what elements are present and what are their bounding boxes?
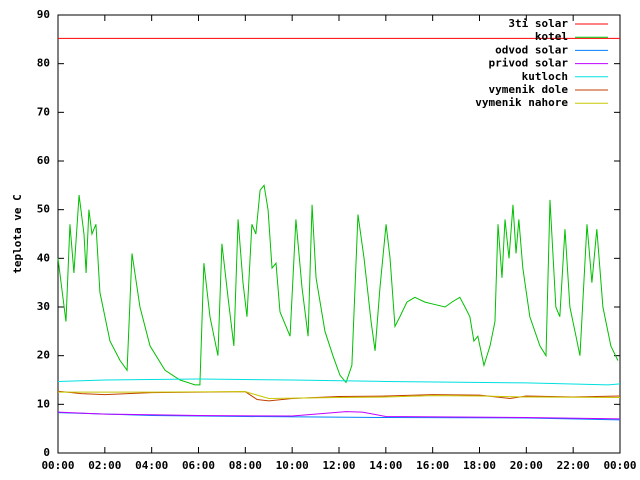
legend-label: privod solar: [489, 57, 569, 70]
y-tick-label: 70: [37, 105, 50, 118]
y-tick-label: 40: [37, 251, 50, 264]
y-tick-label: 10: [37, 397, 50, 410]
x-tick-label: 18:00: [463, 459, 496, 472]
y-tick-label: 20: [37, 349, 50, 362]
y-tick-label: 0: [43, 446, 50, 459]
legend-label: kutloch: [522, 70, 568, 83]
y-axis-label: teplota ve C: [11, 194, 24, 273]
data-line: [57, 378, 621, 386]
x-tick-label: 14:00: [369, 459, 402, 472]
legend-label: 3ti solar: [508, 17, 568, 30]
x-tick-label: 06:00: [182, 459, 215, 472]
x-tick-label: 00:00: [41, 459, 74, 472]
x-tick-label: 08:00: [229, 459, 262, 472]
x-tick-label: 04:00: [135, 459, 168, 472]
x-tick-label: 00:00: [603, 459, 636, 472]
legend-label: vymenik dole: [489, 83, 569, 96]
x-tick-label: 12:00: [322, 459, 355, 472]
legend-label: odvod solar: [495, 43, 568, 56]
y-tick-label: 80: [37, 57, 50, 70]
data-line: [57, 184, 619, 386]
data-line: [58, 391, 621, 399]
y-tick-label: 60: [37, 154, 50, 167]
legend-label: vymenik nahore: [475, 96, 568, 109]
x-tick-label: 20:00: [510, 459, 543, 472]
y-tick-label: 90: [37, 8, 50, 21]
y-tick-label: 30: [37, 300, 50, 313]
y-tick-label: 50: [37, 203, 50, 216]
x-tick-label: 02:00: [88, 459, 121, 472]
x-tick-label: 10:00: [276, 459, 309, 472]
data-line: [57, 411, 621, 420]
data-line: [57, 412, 621, 421]
legend-label: kotel: [535, 30, 568, 43]
x-tick-label: 16:00: [416, 459, 449, 472]
x-tick-label: 22:00: [557, 459, 590, 472]
